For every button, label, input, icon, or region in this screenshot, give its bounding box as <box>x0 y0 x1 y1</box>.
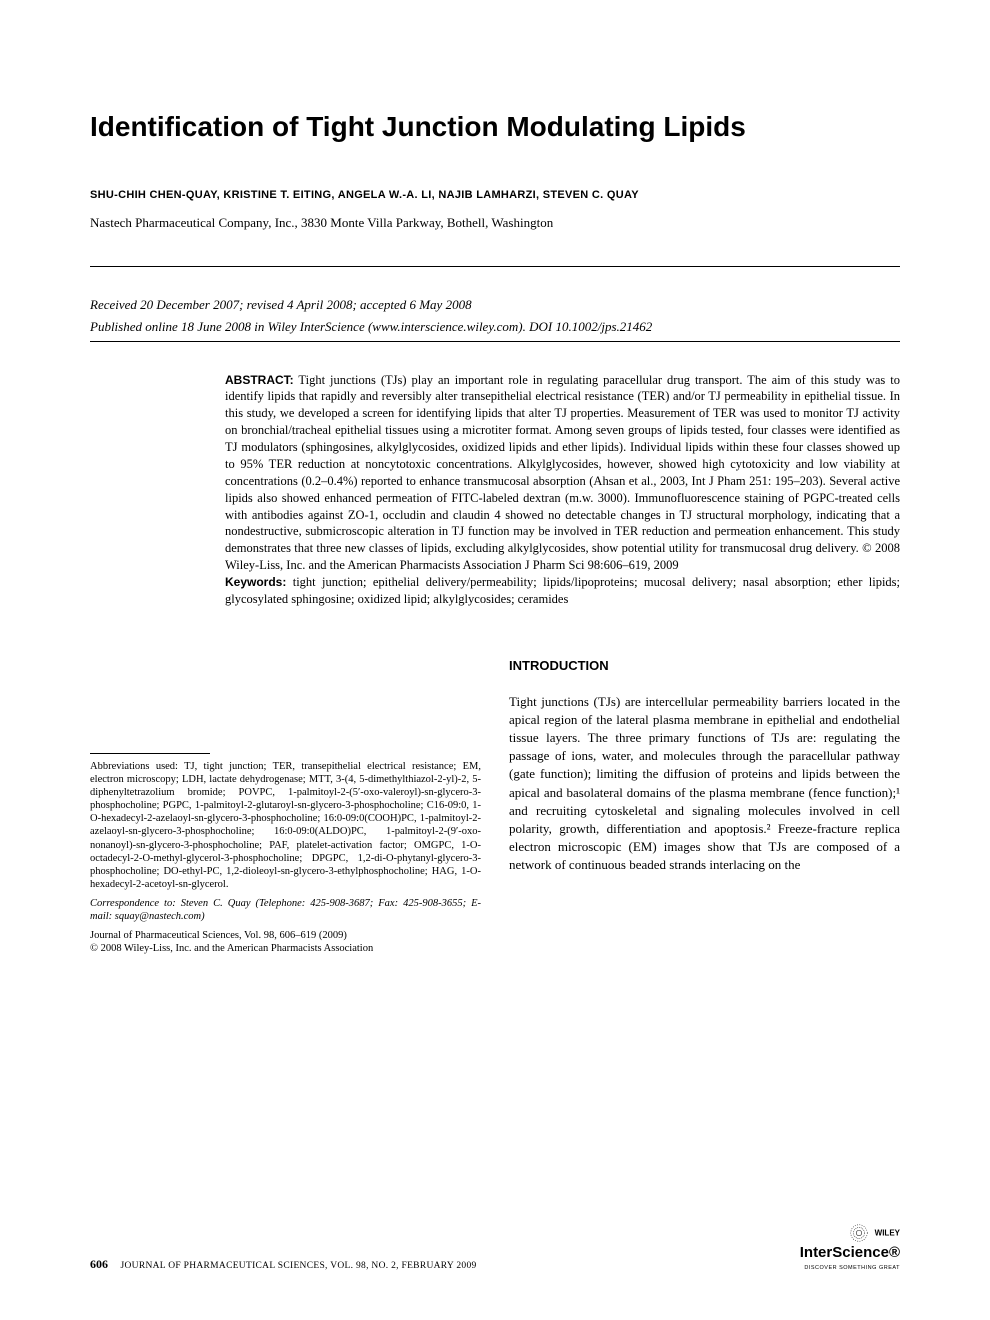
page-footer: 606 JOURNAL OF PHARMACEUTICAL SCIENCES, … <box>90 1222 900 1272</box>
section-heading-introduction: INTRODUCTION <box>509 658 900 675</box>
footer-journal-name: JOURNAL OF PHARMACEUTICAL SCIENCES, VOL.… <box>121 1261 477 1271</box>
author-list: SHU-CHIH CHEN-QUAY, KRISTINE T. EITING, … <box>90 189 900 201</box>
divider-bottom <box>90 341 900 342</box>
two-column-body: Abbreviations used: TJ, tight junction; … <box>90 658 900 956</box>
keywords-label: Keywords: <box>225 575 286 589</box>
divider-top <box>90 266 900 267</box>
publisher-logo: WILEY InterScience® DISCOVER SOMETHING G… <box>800 1222 900 1272</box>
article-title: Identification of Tight Junction Modulat… <box>90 110 900 144</box>
logo-wiley-text: WILEY <box>875 1229 900 1238</box>
footnote-rule <box>90 753 210 754</box>
right-column: INTRODUCTION Tight junctions (TJs) are i… <box>509 658 900 956</box>
keywords-text: tight junction; epithelial delivery/perm… <box>225 575 900 606</box>
logo-interscience-text: InterScience® <box>800 1244 900 1261</box>
affiliation: Nastech Pharmaceutical Company, Inc., 38… <box>90 215 900 231</box>
abbreviations-footnote: Abbreviations used: TJ, tight junction; … <box>90 760 481 891</box>
wiley-swirl-icon <box>848 1222 870 1244</box>
abstract-text: Tight junctions (TJs) play an important … <box>225 373 900 573</box>
journal-citation: Journal of Pharmaceutical Sciences, Vol.… <box>90 929 481 942</box>
abstract-block: ABSTRACT: Tight junctions (TJs) play an … <box>225 372 900 608</box>
copyright-footnote: © 2008 Wiley-Liss, Inc. and the American… <box>90 942 481 955</box>
correspondence-text: Correspondence to: Steven C. Quay (Telep… <box>90 898 481 922</box>
abstract-label: ABSTRACT: <box>225 373 294 387</box>
introduction-text: Tight junctions (TJs) are intercellular … <box>509 693 900 875</box>
correspondence-footnote: Correspondence to: Steven C. Quay (Telep… <box>90 897 481 923</box>
received-dates: Received 20 December 2007; revised 4 Apr… <box>90 297 900 313</box>
published-line: Published online 18 June 2008 in Wiley I… <box>90 319 900 335</box>
left-column: Abbreviations used: TJ, tight junction; … <box>90 658 481 956</box>
footer-left: 606 JOURNAL OF PHARMACEUTICAL SCIENCES, … <box>90 1257 477 1272</box>
page-number: 606 <box>90 1257 108 1271</box>
logo-tagline: DISCOVER SOMETHING GREAT <box>804 1265 900 1271</box>
